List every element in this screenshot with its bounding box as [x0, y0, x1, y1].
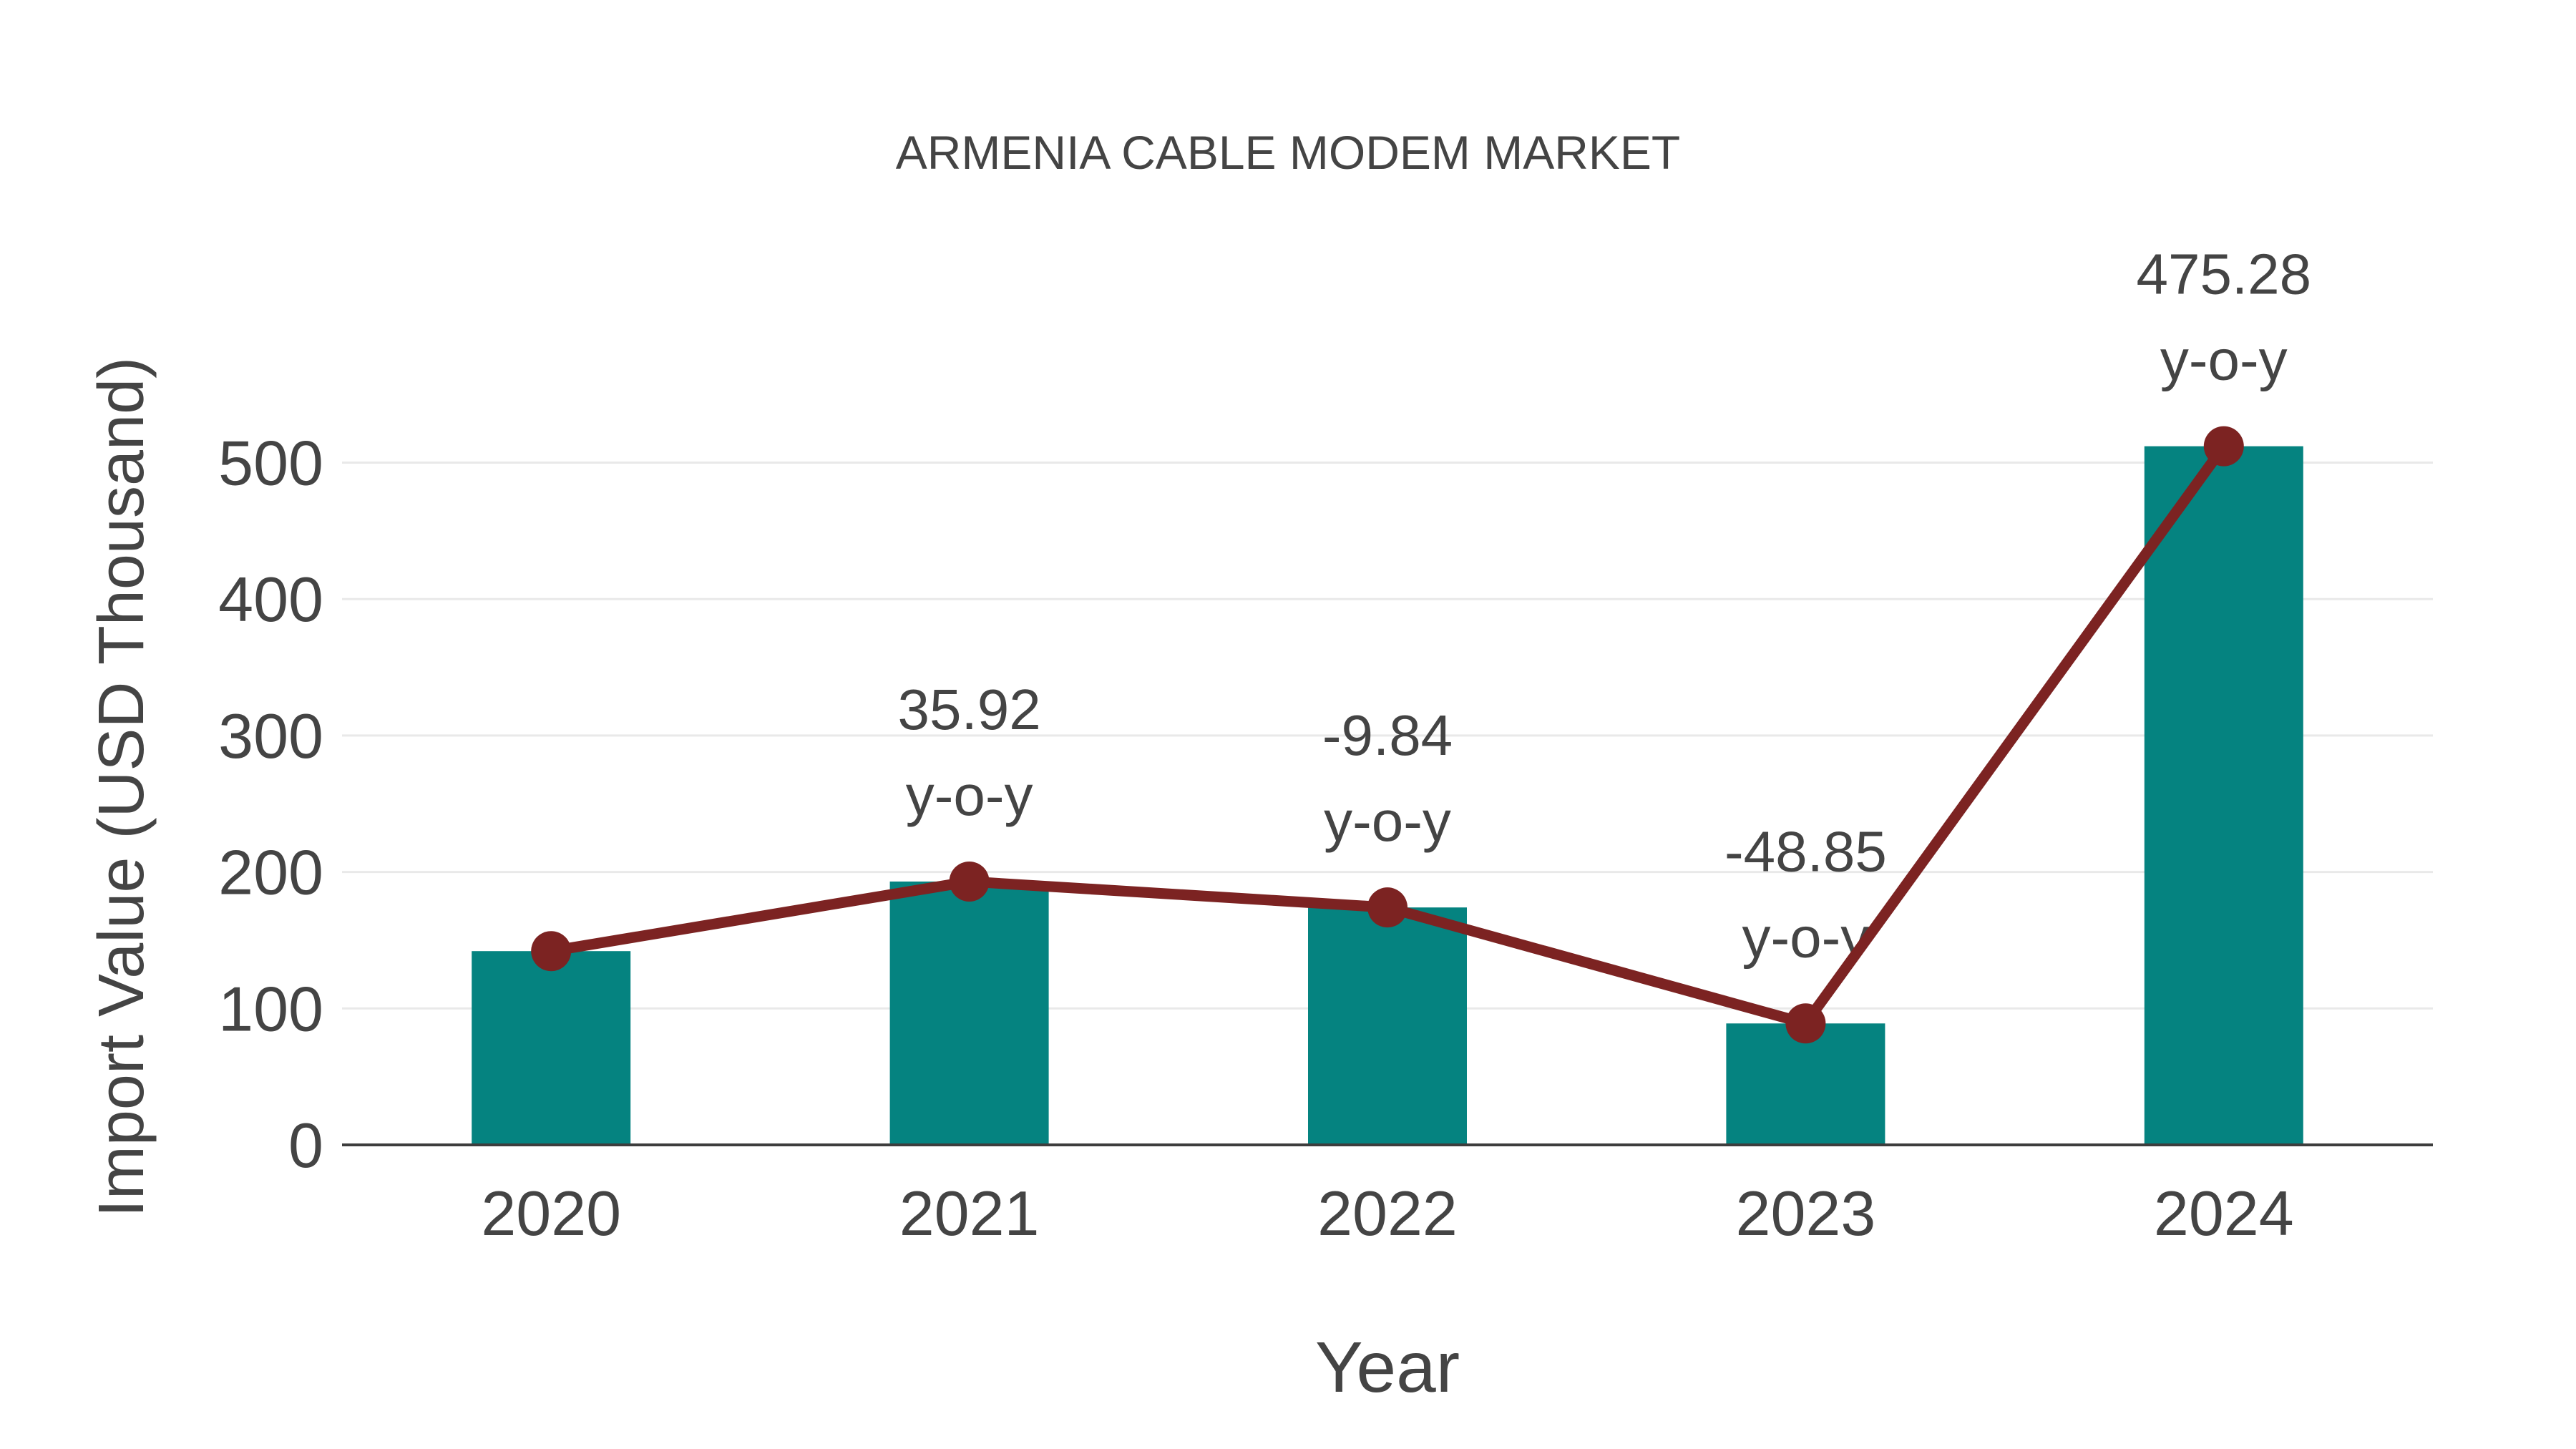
- y-tick-0: 0: [288, 1110, 323, 1181]
- x-tick-2024: 2024: [2154, 1178, 2294, 1249]
- annotation-label-2022: y-o-y: [1324, 789, 1451, 853]
- bar-2023[interactable]: [1726, 1023, 1885, 1145]
- bar-2022[interactable]: [1308, 907, 1467, 1145]
- y-axis-title: Import Value (USD Thousand): [86, 357, 157, 1217]
- marker-2022[interactable]: [1367, 887, 1407, 928]
- annotation-label-2024: y-o-y: [2160, 328, 2288, 392]
- y-tick-300: 300: [218, 701, 323, 771]
- marker-2023[interactable]: [1785, 1003, 1826, 1044]
- bar-2021[interactable]: [889, 881, 1049, 1145]
- bar-2020[interactable]: [472, 951, 631, 1145]
- x-tick-2021: 2021: [899, 1178, 1040, 1249]
- x-tick-2022: 2022: [1317, 1178, 1458, 1249]
- gridlines: [342, 462, 2433, 1010]
- annotation-label-2021: y-o-y: [906, 763, 1033, 827]
- marker-2021[interactable]: [949, 861, 990, 902]
- x-axis-title: Year: [1315, 1327, 1460, 1407]
- chart-title: ARMENIA CABLE MODEM MARKET: [896, 126, 1681, 179]
- annotation-value-2022: -9.84: [1322, 703, 1453, 767]
- annotation-value-2024: 475.28: [2136, 243, 2311, 306]
- annotations: 35.92y-o-y-9.84y-o-y -48.85y-o-y475.28y-o…: [897, 243, 2311, 970]
- x-tick-2020: 2020: [481, 1178, 621, 1249]
- bar-series: [472, 446, 2303, 1145]
- x-tick-2023: 2023: [1736, 1178, 1876, 1249]
- y-tick-200: 200: [218, 837, 323, 908]
- line-markers: [531, 426, 2244, 1044]
- marker-2020[interactable]: [531, 931, 572, 972]
- x-axis-tick-labels: 2020 2021 2022 2023 2024: [481, 1178, 2293, 1249]
- y-tick-400: 400: [218, 564, 323, 635]
- annotation-value-2023: -48.85: [1724, 819, 1887, 883]
- marker-2024[interactable]: [2203, 426, 2244, 467]
- y-tick-500: 500: [218, 428, 323, 499]
- bar-2024[interactable]: [2144, 446, 2303, 1145]
- y-tick-100: 100: [218, 973, 323, 1044]
- y-axis-tick-labels: 0 100 200 300 400 500: [218, 428, 323, 1181]
- annotation-value-2021: 35.92: [897, 678, 1040, 741]
